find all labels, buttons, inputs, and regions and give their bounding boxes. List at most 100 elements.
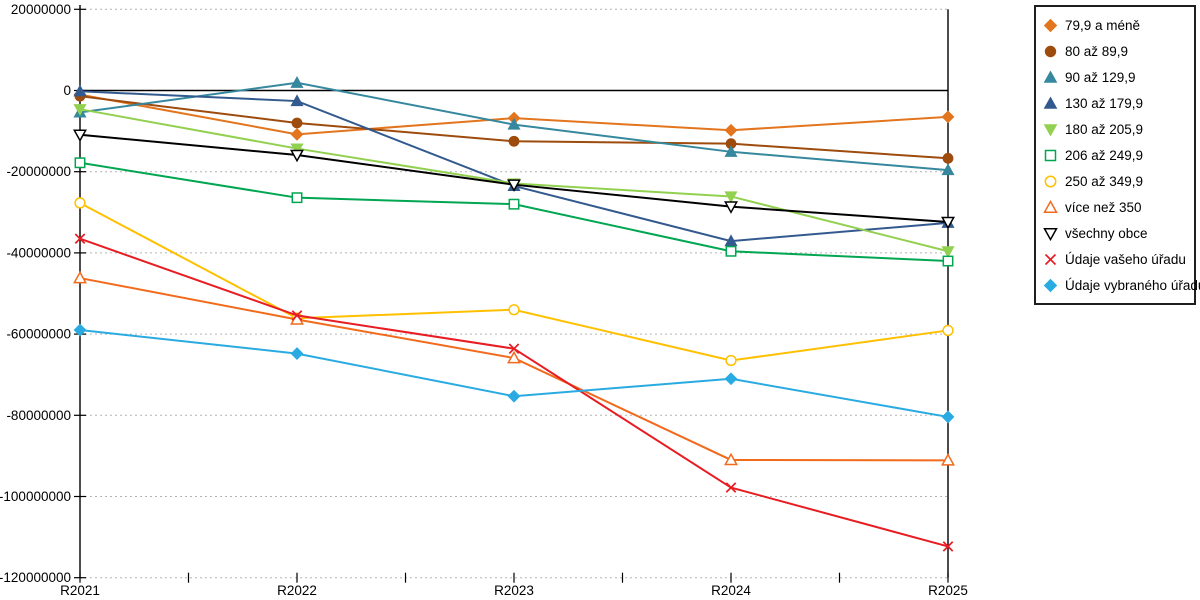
y-axis-label: -100000000: [0, 489, 71, 504]
series-3: [73, 84, 955, 247]
square-icon: [1044, 149, 1057, 161]
series-7: [73, 270, 955, 466]
square-marker: [942, 255, 954, 267]
square-marker: [291, 192, 303, 204]
triangle-down-marker: [290, 149, 304, 163]
triangle-up-marker: [1043, 199, 1058, 213]
square-marker: [725, 245, 737, 257]
triangle-up-icon: [1043, 95, 1058, 109]
legend-label: Údaje vašeho úřadu: [1065, 251, 1186, 267]
legend-item-3: 130 až 179,9: [1043, 90, 1192, 116]
diamond-marker: [724, 123, 738, 137]
y-axis-label: 0: [63, 83, 71, 98]
x-marker-stroke: [74, 233, 86, 244]
triangle-down-marker: [290, 143, 304, 156]
legend-label: 180 až 205,9: [1065, 121, 1144, 137]
triangle-up-icon: [1043, 69, 1058, 83]
circle-icon: [1044, 45, 1057, 57]
y-axis-label: -120000000: [0, 570, 71, 585]
circle-marker: [942, 324, 954, 337]
x-axis-label: R2022: [277, 583, 317, 598]
circle-marker: [508, 304, 520, 316]
legend-label: 90 až 129,9: [1065, 69, 1136, 85]
circle-marker: [1044, 175, 1057, 187]
legend-label: 79,9 a méně: [1065, 17, 1141, 33]
diamond-marker: [73, 323, 87, 337]
legend-item-9: Údaje vašeho úřadu: [1043, 246, 1192, 272]
triangle-up-marker: [507, 117, 521, 130]
diamond-icon: [1043, 18, 1058, 32]
circle-marker: [291, 117, 303, 129]
diamond-marker: [1043, 18, 1058, 32]
y-axis-label: -80000000: [6, 408, 71, 423]
x-axis-label: R2021: [60, 583, 100, 598]
x-marker-stroke: [942, 541, 954, 552]
circle-marker: [1044, 45, 1057, 57]
legend-label: více než 350: [1065, 199, 1142, 215]
triangle-up-marker: [507, 350, 521, 364]
diamond-marker: [941, 110, 955, 124]
triangle-down-icon: [1043, 227, 1058, 241]
triangle-down-marker: [507, 179, 521, 192]
legend: 79,9 a méně 80 až 89,9 90 až 129,9 130 až 1…: [1034, 5, 1200, 305]
diamond-marker: [290, 347, 304, 360]
y-axis-label: 20000000: [11, 2, 71, 17]
triangle-down-marker: [724, 191, 738, 204]
x-marker-stroke: [291, 310, 303, 321]
triangle-down-marker: [73, 129, 87, 142]
triangle-up-marker: [73, 84, 87, 97]
diamond-marker: [941, 410, 955, 424]
series-2: [73, 76, 955, 176]
circle-marker: [942, 152, 954, 164]
diamond-marker: [1043, 278, 1058, 292]
triangle-up-marker: [1043, 95, 1058, 109]
circle-marker: [74, 197, 86, 209]
legend-label: Údaje vybraného úřadu: [1065, 277, 1200, 293]
triangle-up-marker: [724, 234, 738, 247]
legend-label: 206 až 249,9: [1065, 147, 1144, 163]
square-marker: [508, 198, 520, 210]
triangle-down-marker: [73, 104, 87, 116]
circle-icon: [1044, 175, 1057, 187]
legend-label: všechny obce: [1065, 225, 1148, 241]
x-marker-stroke: [1044, 253, 1057, 265]
triangle-down-marker: [941, 246, 955, 259]
diamond-marker: [507, 389, 521, 403]
triangle-down-marker: [1043, 227, 1058, 241]
circle-marker: [725, 354, 737, 367]
triangle-up-marker: [290, 94, 304, 107]
legend-item-4: 180 až 205,9: [1043, 116, 1192, 142]
triangle-down-icon: [1043, 123, 1058, 137]
series-8: [73, 129, 955, 230]
x-axis-label: R2024: [711, 583, 751, 598]
triangle-up-icon: [1043, 199, 1058, 213]
triangle-up-marker: [1043, 69, 1058, 83]
y-axis-label: -40000000: [6, 245, 71, 260]
series-line: [79, 329, 949, 418]
legend-item-1: 80 až 89,9: [1043, 38, 1192, 64]
triangle-up-marker: [724, 452, 738, 466]
legend-item-10: Údaje vybraného úřadu: [1043, 272, 1200, 298]
legend-item-7: více než 350: [1043, 194, 1192, 220]
legend-item-0: 79,9 a méně: [1043, 12, 1192, 38]
legend-item-5: 206 až 249,9: [1043, 142, 1192, 168]
series-5: [74, 157, 954, 267]
triangle-up-marker: [290, 76, 304, 88]
x-axis-label: R2023: [494, 583, 534, 598]
legend-label: 250 až 349,9: [1065, 173, 1144, 189]
square-marker: [1044, 149, 1057, 161]
triangle-up-marker: [941, 163, 955, 176]
diamond-marker: [724, 372, 738, 386]
legend-item-2: 90 až 129,9: [1043, 64, 1192, 90]
legend-item-6: 250 až 349,9: [1043, 168, 1192, 194]
series-6: [74, 197, 954, 367]
x-axis-label: R2025: [928, 583, 968, 598]
triangle-up-marker: [941, 453, 955, 466]
x-icon: [1044, 253, 1057, 265]
triangle-up-marker: [73, 270, 87, 284]
series-10: [73, 323, 955, 424]
square-marker: [74, 157, 86, 169]
y-axis-label: -60000000: [6, 327, 71, 342]
